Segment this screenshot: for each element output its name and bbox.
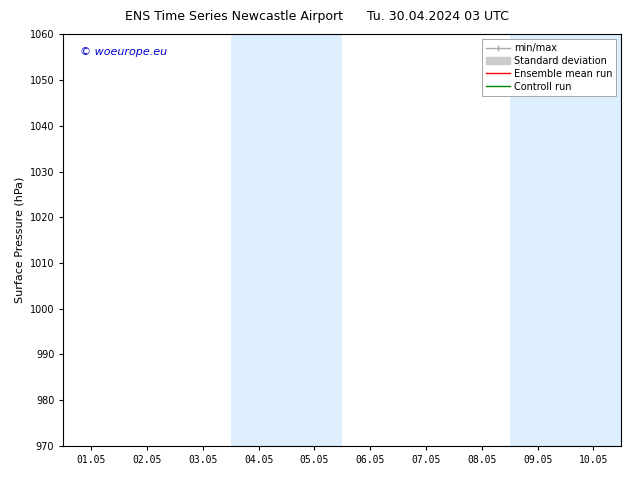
Bar xyxy=(566,34,621,446)
Text: © woeurope.eu: © woeurope.eu xyxy=(80,47,167,57)
Bar xyxy=(510,34,566,446)
Text: ENS Time Series Newcastle Airport      Tu. 30.04.2024 03 UTC: ENS Time Series Newcastle Airport Tu. 30… xyxy=(125,10,509,23)
Bar xyxy=(231,34,287,446)
Y-axis label: Surface Pressure (hPa): Surface Pressure (hPa) xyxy=(14,177,24,303)
Bar xyxy=(287,34,342,446)
Legend: min/max, Standard deviation, Ensemble mean run, Controll run: min/max, Standard deviation, Ensemble me… xyxy=(482,39,616,96)
